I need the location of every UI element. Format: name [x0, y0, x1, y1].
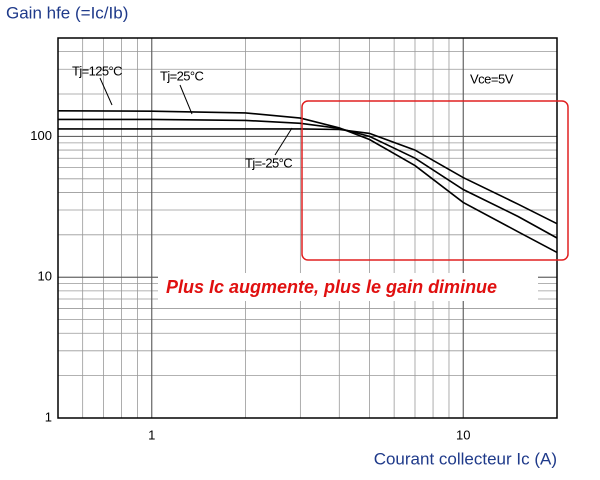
condition-label: Vce=5V: [470, 71, 514, 86]
y-tick-label: 10: [38, 269, 52, 284]
highlight-box: [301, 100, 569, 261]
x-tick-label: 10: [456, 427, 470, 442]
label-leader: [179, 84, 193, 115]
grid: [58, 38, 557, 419]
series-label: Tj=25°C: [160, 68, 203, 83]
series-line: [57, 110, 558, 254]
annotation-bg: [158, 273, 538, 301]
series-line: [58, 128, 558, 225]
y-tick-label: 1: [45, 409, 52, 424]
series-label: Tj=-25°C: [245, 155, 292, 170]
x-axis-label: Courant collecteur Ic (A): [374, 449, 557, 468]
plot: [57, 77, 558, 254]
series-label: Tj=125°C: [72, 63, 122, 78]
label-leader: [99, 77, 113, 106]
y-tick-label: 100: [30, 128, 52, 143]
annotation: Plus Ic augmente, plus le gain diminue: [166, 277, 497, 297]
plot-frame: [57, 37, 558, 419]
x-tick-label: 1: [148, 427, 155, 442]
series-line: [58, 118, 558, 239]
chart-title: Gain hfe (=Ic/Ib): [6, 3, 128, 22]
label-leader: [274, 127, 293, 156]
